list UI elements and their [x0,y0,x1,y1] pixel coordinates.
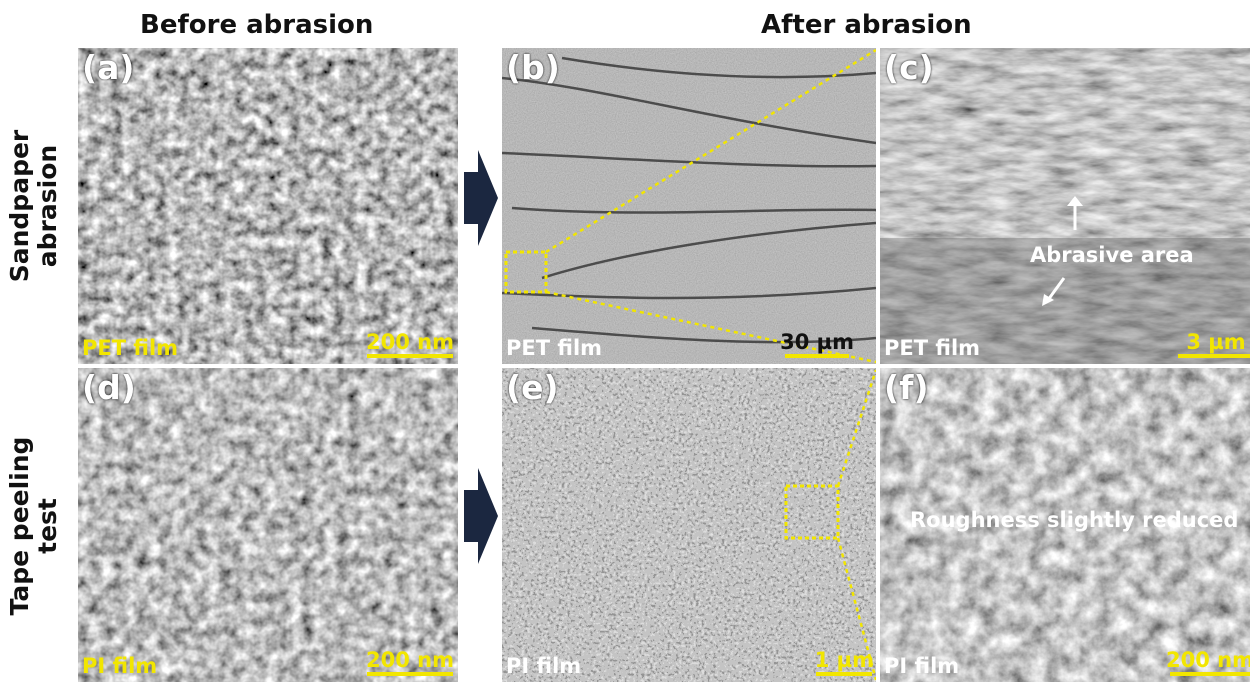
panel-label-c: (c) [884,48,934,87]
scale-bar-text-d: 200 nm [366,648,454,672]
row-label-sandpaper-abrasion: Sandpaper abrasion [5,129,62,283]
scale-bar-line-e [816,672,873,676]
panel-label-b: (b) [506,48,560,87]
panel-label-d: (d) [82,368,136,407]
sem-image-a [78,48,458,364]
row-label-tape-peeling-test: Tape peeling test [5,436,62,616]
arrow-right-icon [464,150,498,246]
scale-bar-text-a: 200 nm [366,330,454,354]
sem-panel-e: (e) PI film 1 µm [502,368,876,682]
scale-bar-line-a [367,354,453,358]
scale-bar-text-b: 30 µm [780,330,854,354]
film-label-f: PI film [884,654,960,678]
divider-horizontal [78,364,1250,368]
scale-bar-line-b [785,354,850,358]
scale-bar-line-c [1178,354,1250,358]
scale-bar-f: 200 nm [1166,648,1250,676]
sem-panel-c: (c) Abrasive area PET film 3 µm [880,48,1250,364]
film-label-c: PET film [884,336,981,360]
sem-image-c [880,48,1250,364]
sem-image-f [880,368,1250,682]
sem-panel-d: (d) PI film 200 nm [78,368,458,682]
film-label-b: PET film [506,336,603,360]
sem-panel-b: (b) PET film 30 µm [502,48,876,364]
panel-label-e: (e) [506,368,559,407]
header-after-abrasion: After abrasion [761,10,972,40]
panel-label-a: (a) [82,48,135,87]
scale-bar-text-c: 3 µm [1186,330,1246,354]
arrow-right-icon [464,468,498,564]
annotation-abrasive-area: Abrasive area [1030,243,1194,267]
sem-panel-f: (f) Roughness slightly reduced PI film 2… [880,368,1250,682]
annotation-roughness-slightly-reduced: Roughness slightly reduced [910,508,1239,532]
header-before-abrasion: Before abrasion [140,10,374,40]
scale-bar-text-f: 200 nm [1166,648,1250,672]
sem-image-e [502,368,876,682]
scale-bar-e: 1 µm [815,648,874,676]
divider-vertical [876,48,880,682]
panel-label-f: (f) [884,368,929,407]
scale-bar-b: 30 µm [780,330,854,358]
film-label-e: PI film [506,654,582,678]
arrow-up-icon [1067,196,1083,230]
scale-bar-text-e: 1 µm [814,648,874,672]
scale-bar-line-d [367,672,453,676]
sem-panel-a: (a) PET film 200 nm [78,48,458,364]
arrow-down-left-icon [1042,277,1066,306]
sem-image-b [502,48,876,364]
scale-bar-a: 200 nm [366,330,454,358]
sem-image-d [78,368,458,682]
scale-bar-line-f [1170,672,1250,676]
scale-bar-d: 200 nm [366,648,454,676]
film-label-d: PI film [82,654,158,678]
film-label-a: PET film [82,336,179,360]
scale-bar-c: 3 µm [1178,330,1250,358]
